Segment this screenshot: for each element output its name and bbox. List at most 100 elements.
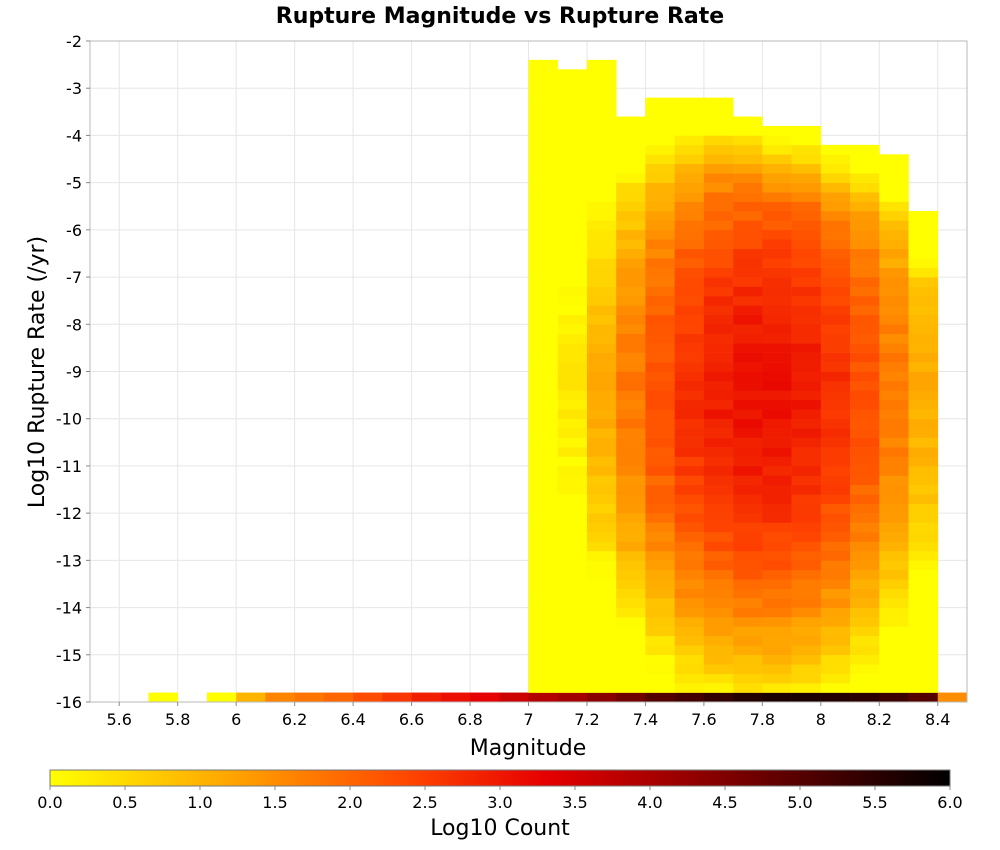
heatmap-cell	[616, 248, 646, 259]
heatmap-cell	[733, 456, 763, 467]
heatmap-cell	[908, 324, 939, 335]
heatmap-cell	[733, 362, 763, 372]
heatmap-cell	[733, 692, 763, 703]
heatmap-cell	[528, 78, 559, 89]
heatmap-cell	[850, 560, 880, 571]
heatmap-cell	[762, 239, 792, 250]
y-tick-label: -6	[66, 221, 82, 240]
heatmap-cell	[557, 182, 588, 193]
heatmap-cell	[528, 324, 559, 335]
heatmap-cell	[850, 428, 880, 438]
heatmap-cell	[733, 371, 763, 382]
heatmap-cell	[908, 541, 939, 552]
heatmap-cell	[879, 475, 909, 486]
heatmap-cell	[674, 286, 705, 297]
heatmap-cell	[616, 475, 646, 486]
heatmap-cell	[733, 192, 763, 202]
heatmap-cell	[762, 607, 792, 618]
heatmap-cell	[703, 447, 734, 457]
heatmap-cell	[791, 588, 822, 599]
heatmap-cell	[557, 541, 588, 552]
heatmap-cell	[762, 409, 792, 420]
heatmap-cell	[616, 465, 646, 476]
heatmap-cell	[616, 192, 646, 202]
heatmap-cell	[557, 550, 588, 561]
heatmap-cell	[762, 494, 792, 504]
heatmap-cell	[762, 371, 792, 382]
heatmap-cell	[820, 258, 851, 268]
heatmap-cell	[703, 267, 734, 278]
heatmap-cell	[616, 390, 646, 401]
heatmap-cell	[733, 173, 763, 183]
heatmap-cell	[762, 173, 792, 183]
heatmap-cell	[557, 664, 588, 674]
heatmap-cell	[733, 484, 763, 495]
heatmap-cell	[557, 380, 588, 391]
heatmap-cell	[674, 125, 705, 136]
heatmap-cell	[879, 673, 909, 684]
colorbar-tick-label: 1.0	[187, 793, 212, 812]
heatmap-cell	[791, 418, 822, 429]
heatmap-cell	[850, 579, 880, 589]
heatmap-cell	[557, 258, 588, 268]
heatmap-cell	[820, 390, 851, 401]
heatmap-cell	[557, 617, 588, 627]
heatmap-cell	[703, 163, 734, 174]
heatmap-cell	[586, 626, 617, 637]
heatmap-cell	[850, 258, 880, 268]
heatmap-cell	[703, 154, 734, 165]
heatmap-cell	[820, 192, 851, 202]
heatmap-cell	[850, 437, 880, 448]
heatmap-cell	[879, 229, 909, 240]
heatmap-cell	[557, 314, 588, 325]
heatmap-cell	[703, 494, 734, 504]
heatmap-cell	[616, 550, 646, 561]
heatmap-cell	[616, 683, 646, 693]
heatmap-cell	[616, 286, 646, 297]
heatmap-cell	[820, 267, 851, 278]
heatmap-cell	[791, 664, 822, 674]
heatmap-cell	[528, 267, 559, 278]
heatmap-cell	[762, 465, 792, 476]
heatmap-cell	[645, 210, 675, 221]
heatmap-cell	[586, 135, 617, 146]
heatmap-cell	[528, 135, 559, 146]
heatmap-cell	[703, 617, 734, 627]
heatmap-cell	[820, 484, 851, 495]
heatmap-cell	[820, 692, 851, 703]
heatmap-cell	[820, 532, 851, 542]
heatmap-cell	[791, 550, 822, 561]
heatmap-cell	[703, 362, 734, 372]
heatmap-cell	[850, 399, 880, 410]
heatmap-cell	[703, 343, 734, 353]
heatmap-cell	[733, 428, 763, 438]
heatmap-cell	[791, 295, 822, 306]
heatmap-cell	[616, 277, 646, 287]
heatmap-cell	[703, 598, 734, 608]
heatmap-cell	[674, 541, 705, 552]
heatmap-cell	[528, 144, 559, 155]
heatmap-cell	[674, 635, 705, 646]
y-tick-label: -14	[56, 599, 82, 618]
heatmap-cell	[850, 154, 880, 165]
heatmap-cell	[820, 362, 851, 372]
heatmap-cell	[674, 560, 705, 571]
heatmap-cell	[674, 163, 705, 174]
heatmap-cell	[557, 69, 588, 80]
heatmap-cell	[850, 513, 880, 523]
heatmap-cell	[528, 362, 559, 372]
heatmap-cell	[762, 248, 792, 259]
heatmap-cell	[616, 201, 646, 212]
y-tick-label: -9	[66, 363, 82, 382]
heatmap-cell	[703, 560, 734, 571]
heatmap-cell	[206, 692, 237, 703]
heatmap-cell	[850, 192, 880, 202]
heatmap-cell	[703, 522, 734, 533]
heatmap-cell	[850, 635, 880, 646]
heatmap-cell	[820, 295, 851, 306]
heatmap-cell	[586, 69, 617, 80]
heatmap-cell	[879, 418, 909, 429]
x-tick-label: 6	[231, 710, 241, 729]
heatmap-cell	[586, 324, 617, 335]
heatmap-cell	[703, 135, 734, 146]
